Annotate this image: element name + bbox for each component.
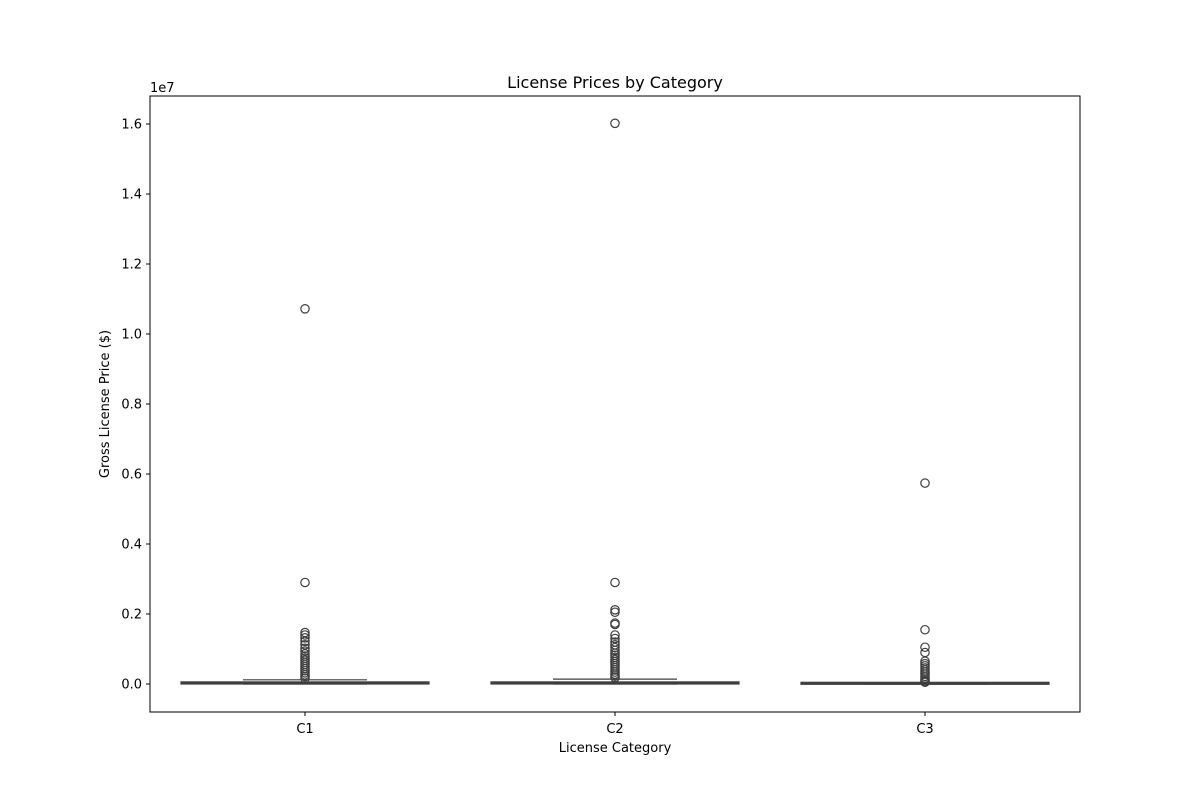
outlier-point [610, 577, 620, 588]
outlier-point [610, 619, 620, 630]
y-tick-label: 0.2 [121, 608, 142, 623]
outlier-point [610, 118, 620, 129]
y-tick-label: 1.0 [121, 328, 142, 343]
plot-frame [149, 95, 1081, 713]
outlier-point [300, 639, 310, 650]
outlier-point [610, 607, 620, 618]
x-tick-label: C2 [606, 722, 623, 737]
chart-title: License Prices by Category [507, 73, 723, 92]
x-axis-label: License Category [559, 741, 672, 756]
outlier-point [610, 642, 620, 653]
outlier-point [920, 677, 930, 688]
outlier-point [300, 577, 310, 588]
outlier-point [610, 633, 620, 644]
y-tick-label: 1.4 [121, 188, 142, 203]
outlier-point [300, 630, 310, 640]
outlier-point [300, 646, 310, 656]
y-tick-label: 0.6 [121, 468, 142, 483]
outlier-point [920, 647, 930, 658]
outlier-point [300, 643, 310, 654]
outlier-point [300, 636, 310, 647]
y-tick-label: 0.8 [121, 398, 142, 413]
outlier-point [300, 632, 310, 643]
y-tick-label: 1.2 [121, 258, 142, 273]
y-tick-label: 0.4 [121, 538, 142, 553]
outlier-point [300, 303, 310, 314]
outlier-point [610, 604, 620, 615]
outlier-point [920, 478, 930, 488]
x-tick-label: C1 [296, 722, 313, 737]
outlier-point [610, 630, 620, 640]
y-axis-label: Gross License Price ($) [98, 330, 113, 478]
outlier-point [300, 673, 310, 684]
plot-area: 0.0 0.2 0.4 0.6 0.8 1.0 1.2 1.4 1.6 C1 C2 C3 [121, 95, 1081, 737]
x-tick-label: C3 [916, 722, 933, 737]
y-tick-label: 1.6 [121, 118, 142, 133]
outlier-point [610, 672, 620, 683]
outlier-point [610, 645, 620, 656]
outlier-point [920, 642, 930, 653]
y-axis-offset-label: 1e7 [150, 81, 175, 96]
y-tick-label: 0.0 [121, 678, 142, 693]
outlier-point [920, 624, 930, 635]
